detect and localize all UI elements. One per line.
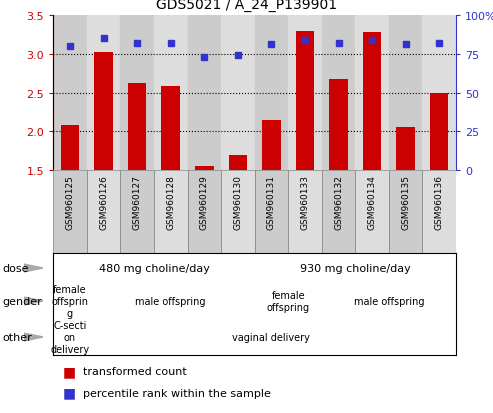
Bar (187, 171, 221, 254)
Bar (120, 16, 154, 171)
Text: male offspring: male offspring (353, 296, 424, 306)
Bar (254, 171, 288, 254)
Bar (128, 84, 146, 171)
Bar (87, 16, 120, 171)
Bar (329, 80, 348, 171)
Bar (288, 171, 322, 254)
Text: GSM960126: GSM960126 (99, 175, 108, 230)
Text: gender: gender (2, 296, 42, 306)
Bar (195, 167, 213, 171)
Text: female
offspring: female offspring (267, 290, 310, 312)
Text: transformed count: transformed count (83, 366, 186, 376)
Bar (322, 171, 355, 254)
Bar (389, 171, 423, 254)
Text: GSM960134: GSM960134 (368, 175, 377, 230)
Text: 480 mg choline/day: 480 mg choline/day (99, 263, 210, 273)
Text: GSM960135: GSM960135 (401, 175, 410, 230)
Bar (229, 155, 247, 171)
Text: female
offsprin
g: female offsprin g (52, 285, 89, 318)
Text: other: other (2, 332, 32, 342)
Bar (187, 16, 221, 171)
Bar (154, 171, 187, 254)
Bar (322, 16, 355, 171)
Text: dose: dose (2, 263, 29, 273)
Bar (355, 16, 389, 171)
Bar (61, 126, 79, 171)
Text: C-secti
on
delivery: C-secti on delivery (50, 320, 90, 354)
Bar (154, 16, 187, 171)
Bar (423, 16, 456, 171)
Bar (363, 33, 382, 171)
Bar (389, 16, 423, 171)
Text: GSM960133: GSM960133 (300, 175, 310, 230)
Bar (355, 171, 389, 254)
Text: GSM960131: GSM960131 (267, 175, 276, 230)
Bar (262, 120, 281, 171)
Bar (87, 171, 120, 254)
Bar (162, 87, 180, 171)
Text: percentile rank within the sample: percentile rank within the sample (83, 388, 271, 398)
Text: GSM960125: GSM960125 (66, 175, 74, 230)
Bar (221, 16, 254, 171)
Polygon shape (24, 333, 43, 341)
Bar (53, 16, 87, 171)
Text: 930 mg choline/day: 930 mg choline/day (300, 263, 411, 273)
Polygon shape (24, 297, 43, 305)
Text: vaginal delivery: vaginal delivery (233, 332, 311, 342)
Text: male offspring: male offspring (136, 296, 206, 306)
Polygon shape (24, 264, 43, 272)
Text: GSM960130: GSM960130 (233, 175, 243, 230)
Text: GDS5021 / A_24_P139901: GDS5021 / A_24_P139901 (156, 0, 337, 12)
Bar (221, 171, 254, 254)
Text: GSM960128: GSM960128 (166, 175, 175, 230)
Bar (296, 31, 314, 171)
Text: GSM960132: GSM960132 (334, 175, 343, 230)
Text: ■: ■ (63, 386, 76, 400)
Text: ■: ■ (63, 364, 76, 378)
Bar (53, 171, 87, 254)
Bar (288, 16, 322, 171)
Bar (430, 93, 449, 171)
Bar (396, 128, 415, 171)
Bar (254, 16, 288, 171)
Bar (94, 53, 113, 171)
Bar (423, 171, 456, 254)
Bar (120, 171, 154, 254)
Text: GSM960129: GSM960129 (200, 175, 209, 230)
Text: GSM960127: GSM960127 (133, 175, 141, 230)
Text: GSM960136: GSM960136 (435, 175, 444, 230)
